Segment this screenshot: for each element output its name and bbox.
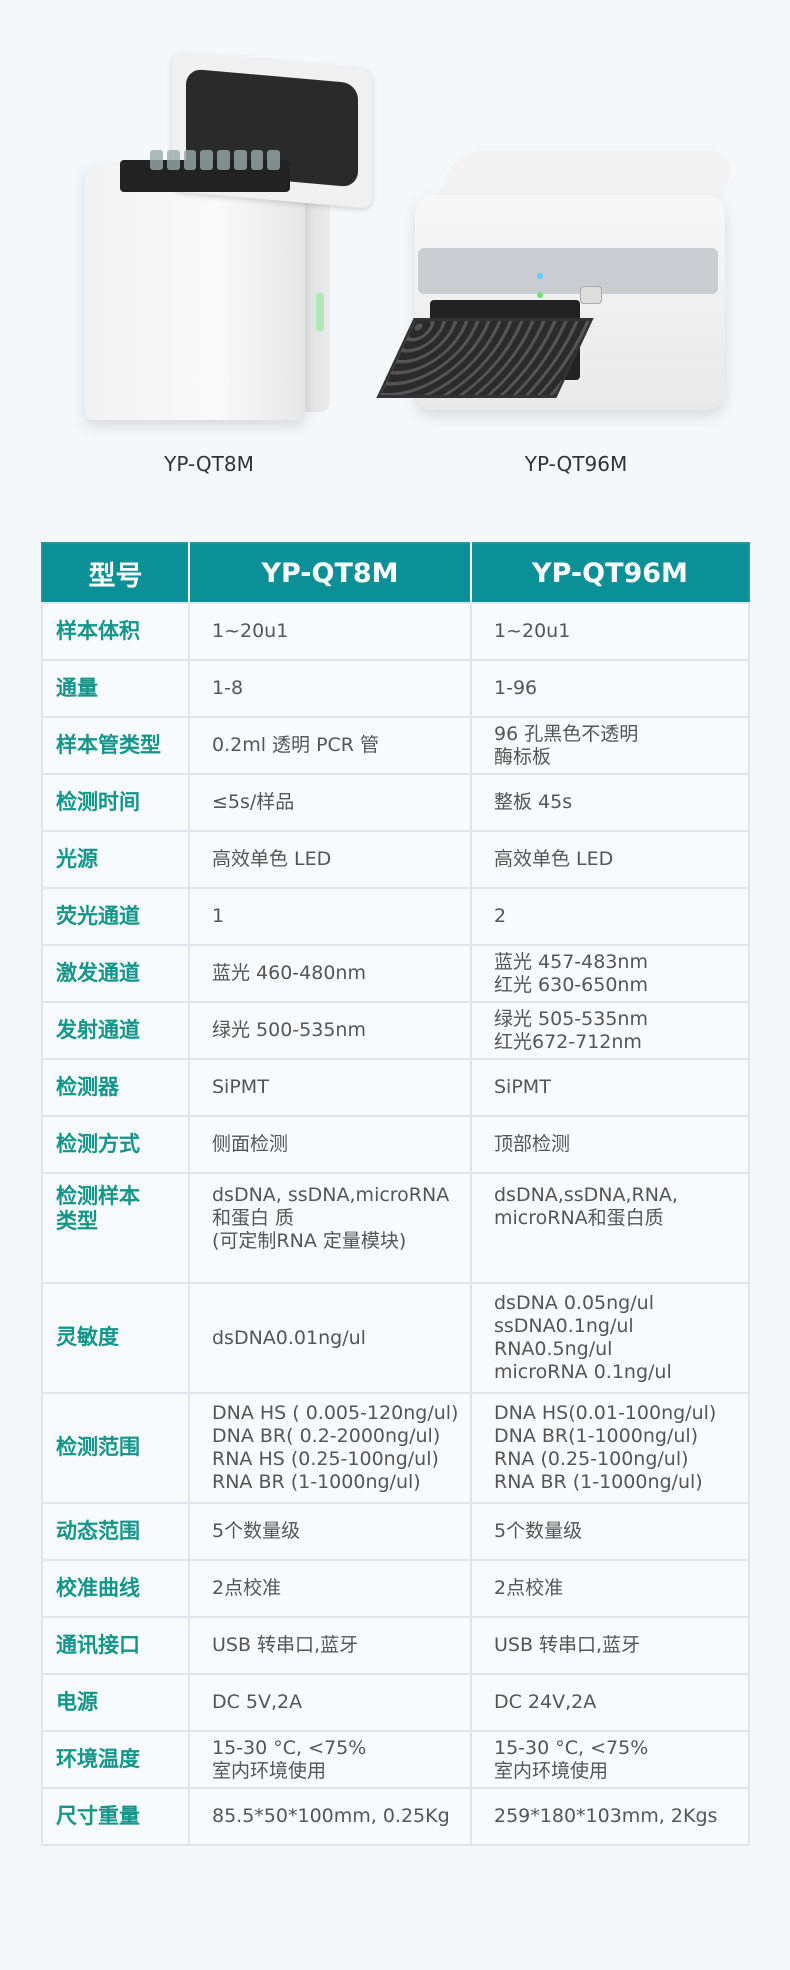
cell-yp-qt8m: ≤5s/样品	[188, 773, 472, 832]
table-row: 检测范围 DNA HS ( 0.005-120ng/ul) DNA BR( 0.2…	[41, 1392, 750, 1504]
cell-yp-qt8m: 高效单色 LED	[188, 830, 472, 889]
cell-yp-qt96m: 2	[470, 887, 750, 946]
cell-yp-qt96m: 1-96	[470, 659, 750, 718]
cell-yp-qt8m: 85.5*50*100mm, 0.25Kg	[188, 1787, 472, 1846]
cell-yp-qt8m: DC 5V,2A	[188, 1673, 472, 1732]
cell-yp-qt96m: USB 转串口,蓝牙	[470, 1616, 750, 1675]
header-yp-qt96m: YP-QT96M	[471, 543, 749, 603]
table-row: 发射通道 绿光 500-535nm 绿光 505-535nm 红光672-712nm	[41, 1001, 750, 1060]
cell-yp-qt96m: 15-30 °C, <75% 室内环境使用	[470, 1730, 750, 1789]
row-label: 校准曲线	[41, 1559, 190, 1618]
row-label: 尺寸重量	[41, 1787, 190, 1846]
cell-yp-qt8m: dsDNA, ssDNA,microRNA 和蛋白 质 (可定制RNA 定量模块…	[188, 1172, 472, 1284]
row-label: 动态范围	[41, 1502, 190, 1561]
cell-yp-qt8m: 1-8	[188, 659, 472, 718]
table-row: 通讯接口 USB 转串口,蓝牙 USB 转串口,蓝牙	[41, 1616, 750, 1675]
cell-yp-qt96m: 259*180*103mm, 2Kgs	[470, 1787, 750, 1846]
cell-yp-qt96m: 顶部检测	[470, 1115, 750, 1174]
cell-yp-qt96m: 绿光 505-535nm 红光672-712nm	[470, 1001, 750, 1060]
cell-yp-qt8m: USB 转串口,蓝牙	[188, 1616, 472, 1675]
row-label: 电源	[41, 1673, 190, 1732]
cell-yp-qt96m: 96 孔黑色不透明 酶标板	[470, 716, 750, 775]
table-row: 通量 1-8 1-96	[41, 659, 750, 718]
row-label: 灵敏度	[41, 1282, 190, 1394]
table-row: 电源 DC 5V,2A DC 24V,2A	[41, 1673, 750, 1732]
cell-yp-qt96m: DNA HS(0.01-100ng/ul) DNA BR(1-1000ng/ul…	[470, 1392, 750, 1504]
row-label: 荧光通道	[41, 887, 190, 946]
cell-yp-qt96m: 蓝光 457-483nm 红光 630-650nm	[470, 944, 750, 1003]
cell-yp-qt8m: 15-30 °C, <75% 室内环境使用	[188, 1730, 472, 1789]
table-row: 样本体积 1~20u1 1~20u1	[41, 602, 750, 661]
cell-yp-qt8m: 绿光 500-535nm	[188, 1001, 472, 1060]
table-row: 校准曲线 2点校准 2点校准	[41, 1559, 750, 1618]
product-label-1: YP-QT8M	[164, 452, 254, 476]
table-row: 检测器 SiPMT SiPMT	[41, 1058, 750, 1117]
table-row: 荧光通道 1 2	[41, 887, 750, 946]
row-label: 发射通道	[41, 1001, 190, 1060]
cell-yp-qt96m: dsDNA 0.05ng/ul ssDNA0.1ng/ul RNA0.5ng/u…	[470, 1282, 750, 1394]
cell-yp-qt96m: dsDNA,ssDNA,RNA, microRNA和蛋白质	[470, 1172, 750, 1284]
row-label: 样本管类型	[41, 716, 190, 775]
cell-yp-qt8m: 蓝光 460-480nm	[188, 944, 472, 1003]
cell-yp-qt96m: DC 24V,2A	[470, 1673, 750, 1732]
cell-yp-qt96m: 1~20u1	[470, 602, 750, 661]
cell-yp-qt96m: 5个数量级	[470, 1502, 750, 1561]
row-label: 环境温度	[41, 1730, 190, 1789]
cell-yp-qt96m: SiPMT	[470, 1058, 750, 1117]
row-label: 检测范围	[41, 1392, 190, 1504]
spec-table: 型号 YP-QT8M YP-QT96M 样本体积 1~20u1 1~20u1 通量 1-…	[41, 542, 750, 1846]
row-label: 检测时间	[41, 773, 190, 832]
cell-yp-qt8m: DNA HS ( 0.005-120ng/ul) DNA BR( 0.2-200…	[188, 1392, 472, 1504]
table-row: 环境温度 15-30 °C, <75% 室内环境使用 15-30 °C, <75% …	[41, 1730, 750, 1789]
table-row: 样本管类型 0.2ml 透明 PCR 管 96 孔黑色不透明 酶标板	[41, 716, 750, 775]
cell-yp-qt8m: SiPMT	[188, 1058, 472, 1117]
cell-yp-qt8m: 侧面检测	[188, 1115, 472, 1174]
product-images: YP-QT8M YP-QT96M	[0, 0, 790, 500]
row-label: 检测方式	[41, 1115, 190, 1174]
table-row: 检测方式 侧面检测 顶部检测	[41, 1115, 750, 1174]
product-label-2: YP-QT96M	[524, 452, 628, 476]
table-row: 检测时间 ≤5s/样品 整板 45s	[41, 773, 750, 832]
cell-yp-qt8m: dsDNA0.01ng/ul	[188, 1282, 472, 1394]
row-label: 检测器	[41, 1058, 190, 1117]
cell-yp-qt8m: 2点校准	[188, 1559, 472, 1618]
row-label: 检测样本 类型	[41, 1172, 190, 1284]
row-label: 光源	[41, 830, 190, 889]
table-row: 检测样本 类型 dsDNA, ssDNA,microRNA 和蛋白 质 (可定制R…	[41, 1172, 750, 1284]
row-label: 激发通道	[41, 944, 190, 1003]
table-row: 灵敏度 dsDNA0.01ng/ul dsDNA 0.05ng/ul ssDNA0.…	[41, 1282, 750, 1394]
table-row: 动态范围 5个数量级 5个数量级	[41, 1502, 750, 1561]
cell-yp-qt96m: 2点校准	[470, 1559, 750, 1618]
cell-yp-qt96m: 整板 45s	[470, 773, 750, 832]
table-row: 激发通道 蓝光 460-480nm 蓝光 457-483nm 红光 630-650n…	[41, 944, 750, 1003]
cell-yp-qt8m: 1	[188, 887, 472, 946]
cell-yp-qt8m: 1~20u1	[188, 602, 472, 661]
row-label: 通讯接口	[41, 1616, 190, 1675]
cell-yp-qt8m: 0.2ml 透明 PCR 管	[188, 716, 472, 775]
table-row: 光源 高效单色 LED 高效单色 LED	[41, 830, 750, 889]
row-label: 通量	[41, 659, 190, 718]
header-model: 型号	[42, 543, 190, 603]
row-label: 样本体积	[41, 602, 190, 661]
cell-yp-qt96m: 高效单色 LED	[470, 830, 750, 889]
table-row: 尺寸重量 85.5*50*100mm, 0.25Kg 259*180*103mm, …	[41, 1787, 750, 1846]
table-header-row: 型号 YP-QT8M YP-QT96M	[42, 543, 749, 603]
header-yp-qt8m: YP-QT8M	[189, 543, 472, 603]
cell-yp-qt8m: 5个数量级	[188, 1502, 472, 1561]
